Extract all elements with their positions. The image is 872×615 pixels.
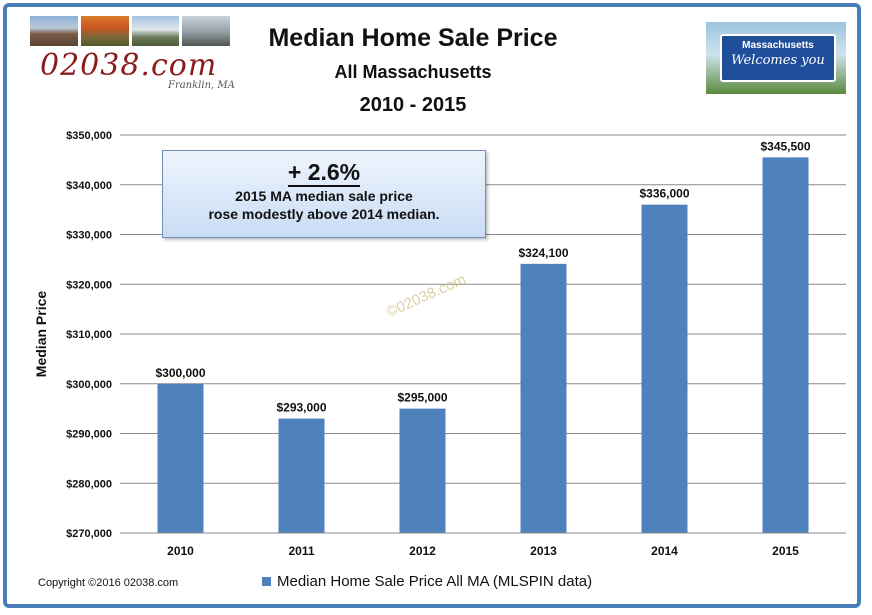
bar-2011 (278, 418, 325, 533)
chart-title: Median Home Sale Price (268, 24, 558, 52)
y-tick-label: $300,000 (66, 379, 112, 391)
x-tick-label: 2011 (288, 544, 314, 558)
callout-line2: rose modestly above 2014 median. (208, 206, 440, 222)
y-tick-label: $280,000 (66, 478, 112, 490)
site-logo-subtitle: Franklin, MA (168, 80, 235, 91)
y-tick-label: $290,000 (66, 429, 112, 441)
x-tick-label: 2013 (530, 544, 557, 558)
bar-2012 (399, 408, 446, 533)
data-label: $324,100 (518, 246, 568, 260)
data-label: $300,000 (155, 366, 205, 380)
town-photo-1 (30, 16, 78, 46)
town-photo-4 (182, 16, 230, 46)
y-tick-label: $320,000 (66, 279, 112, 291)
header-photos (30, 16, 230, 46)
bar-2010 (157, 383, 204, 533)
y-axis-label: Median Price (33, 291, 49, 378)
y-tick-label: $340,000 (66, 180, 112, 192)
y-tick-label: $330,000 (66, 230, 112, 242)
data-label: $336,000 (639, 187, 689, 201)
copyright-text: Copyright ©2016 02038.com (38, 577, 179, 589)
sign-line2: Welcomes you (731, 53, 825, 68)
watermark: ©02038.com (384, 271, 469, 321)
y-tick-label: $270,000 (66, 528, 112, 540)
town-photo-3 (131, 16, 180, 46)
chart-year-range: 2010 - 2015 (359, 94, 467, 116)
y-tick-label: $350,000 (66, 130, 112, 142)
bar-2014 (641, 204, 688, 533)
legend-label: Median Home Sale Price All MA (MLSPIN da… (277, 573, 593, 590)
callout-line1: 2015 MA median sale price (235, 188, 413, 204)
bar-2013 (520, 263, 567, 533)
x-tick-label: 2012 (409, 544, 436, 558)
legend-swatch (262, 577, 271, 586)
town-photo-2 (80, 16, 129, 46)
x-tick-label: 2014 (651, 544, 678, 558)
sign-line1: Massachusetts (742, 40, 814, 51)
massachusetts-welcome-sign: Massachusetts Welcomes you (706, 22, 846, 94)
chart-legend: Median Home Sale Price All MA (MLSPIN da… (262, 573, 592, 590)
data-label: $293,000 (276, 401, 326, 415)
y-tick-label: $310,000 (66, 329, 112, 341)
chart-subtitle: All Massachusetts (334, 62, 492, 82)
sign-board: Massachusetts Welcomes you (720, 34, 836, 82)
change-callout: + 2.6% 2015 MA median sale price rose mo… (162, 150, 486, 238)
callout-headline: + 2.6% (287, 159, 361, 187)
site-logo: 02038.com (40, 48, 218, 83)
x-tick-label: 2015 (772, 544, 799, 558)
x-tick-label: 2010 (167, 544, 194, 558)
data-label: $345,500 (760, 139, 810, 153)
bar-2015 (762, 157, 809, 533)
data-label: $295,000 (397, 391, 447, 405)
